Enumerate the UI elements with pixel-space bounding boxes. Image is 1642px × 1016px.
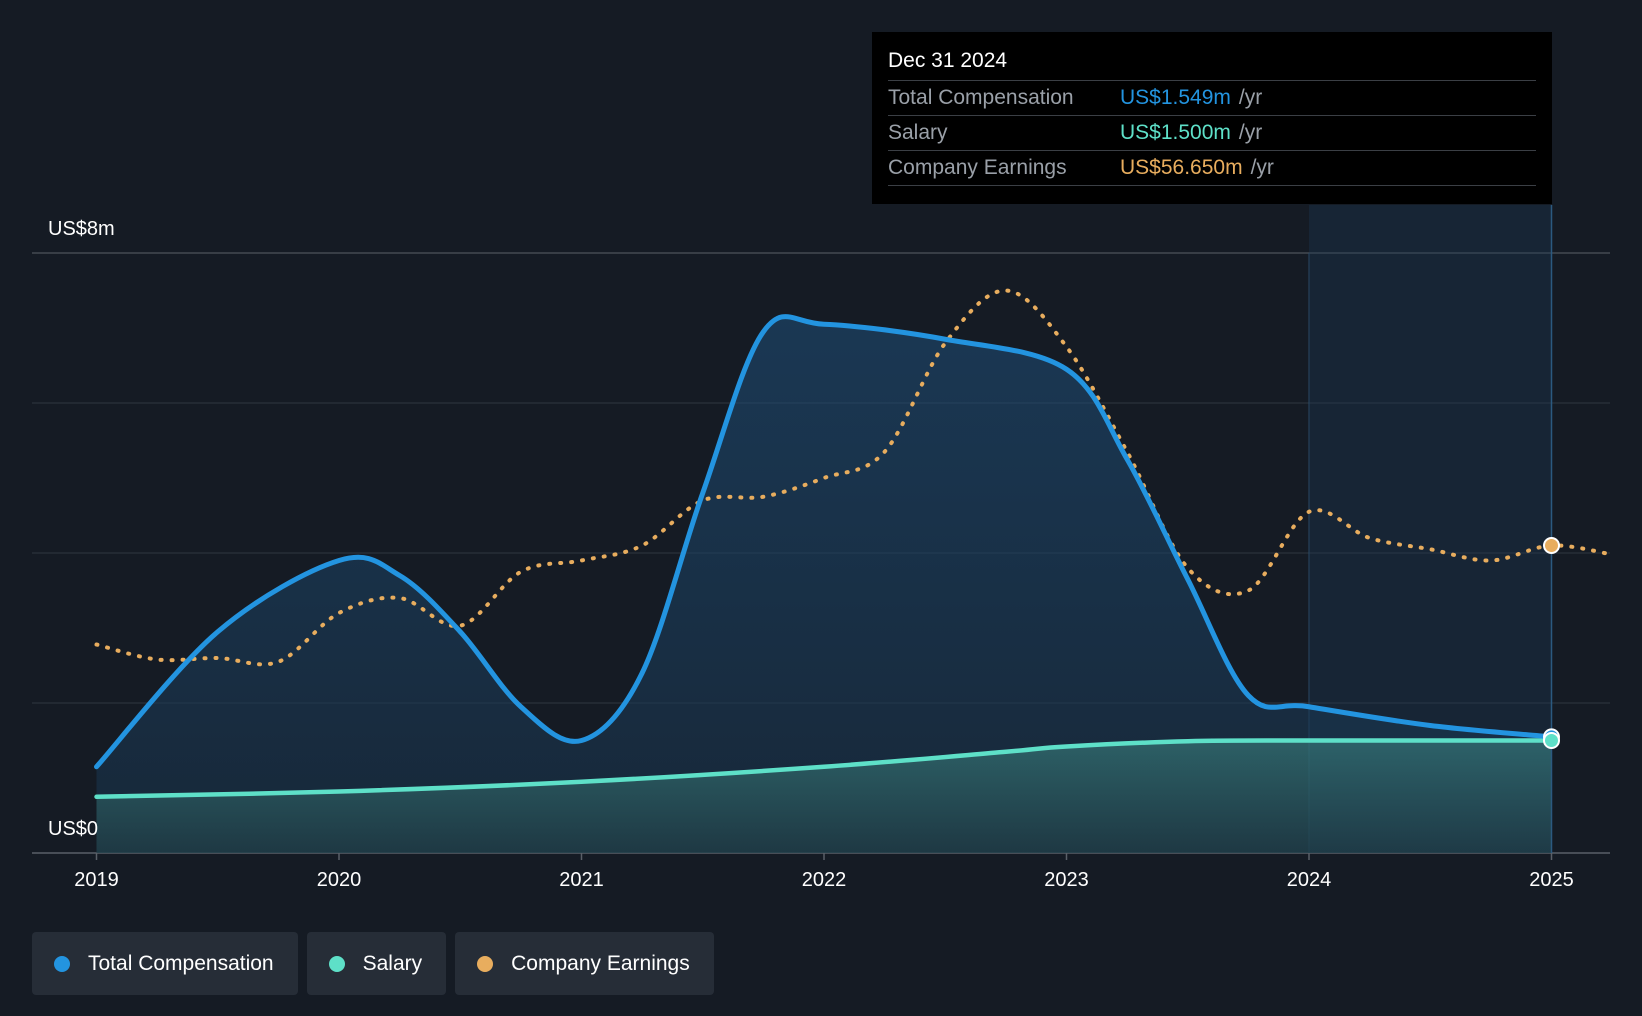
- legend-item-total-compensation[interactable]: Total Compensation: [32, 932, 298, 995]
- x-tick-label: 2025: [1529, 869, 1574, 891]
- area-salary: [96, 740, 1552, 853]
- tooltip-unit: /yr: [1238, 86, 1263, 109]
- marker-salary: [1543, 732, 1560, 749]
- y-axis-labels: US$8m US$0: [48, 218, 115, 840]
- legend-dot-icon: [54, 955, 70, 972]
- legend-label: Total Compensation: [88, 951, 274, 975]
- area-total-compensation: [96, 316, 1552, 853]
- tooltip-row-salary: Salary US$1.500m /yr: [888, 116, 1536, 151]
- y-tick-label-min: US$0: [48, 818, 98, 840]
- hover-markers: [1543, 537, 1560, 749]
- x-axis: 2019 2020 2021 2022 2023 2024 2025: [74, 853, 1574, 891]
- legend-label: Salary: [362, 951, 423, 975]
- series-areas: [96, 316, 1552, 853]
- x-tick-label: 2019: [74, 869, 119, 891]
- tooltip-unit: /yr: [1238, 121, 1263, 144]
- tooltip-row-company-earnings: Company Earnings US$56.650m /yr: [888, 151, 1536, 186]
- x-tick-label: 2023: [1044, 869, 1089, 891]
- hover-tooltip: Dec 31 2024 Total Compensation US$1.549m…: [872, 32, 1552, 204]
- legend-label: Company Earnings: [511, 951, 690, 975]
- tooltip-label: Total Compensation: [888, 86, 1074, 109]
- line-salary: [94, 738, 1554, 799]
- x-tick-label: 2020: [317, 869, 362, 891]
- line-total-compensation: [94, 314, 1554, 770]
- legend: Total Compensation Salary Company Earnin…: [32, 932, 714, 995]
- legend-item-salary[interactable]: Salary: [306, 932, 447, 995]
- series-lines: [94, 288, 1615, 799]
- line-company-earnings: [94, 288, 1615, 667]
- tooltip-value: US$1.500m: [1120, 121, 1231, 144]
- legend-item-company-earnings[interactable]: Company Earnings: [455, 932, 714, 995]
- marker-company-earnings: [1543, 537, 1560, 554]
- x-tick-label: 2022: [802, 869, 847, 891]
- tooltip-label: Salary: [888, 121, 948, 144]
- legend-dot-icon: [477, 955, 494, 972]
- legend-dot-icon: [328, 955, 345, 972]
- tooltip-value: US$1.549m: [1120, 86, 1231, 109]
- tooltip-value: US$56.650m: [1120, 156, 1243, 179]
- tooltip-date: Dec 31 2024: [888, 46, 1536, 81]
- tooltip-row-total-compensation: Total Compensation US$1.549m /yr: [888, 81, 1536, 116]
- tooltip-unit: /yr: [1250, 156, 1274, 179]
- tooltip-label: Company Earnings: [888, 156, 1067, 179]
- x-tick-label: 2024: [1287, 869, 1332, 891]
- x-tick-label: 2021: [559, 869, 604, 891]
- y-tick-label-max: US$8m: [48, 218, 115, 240]
